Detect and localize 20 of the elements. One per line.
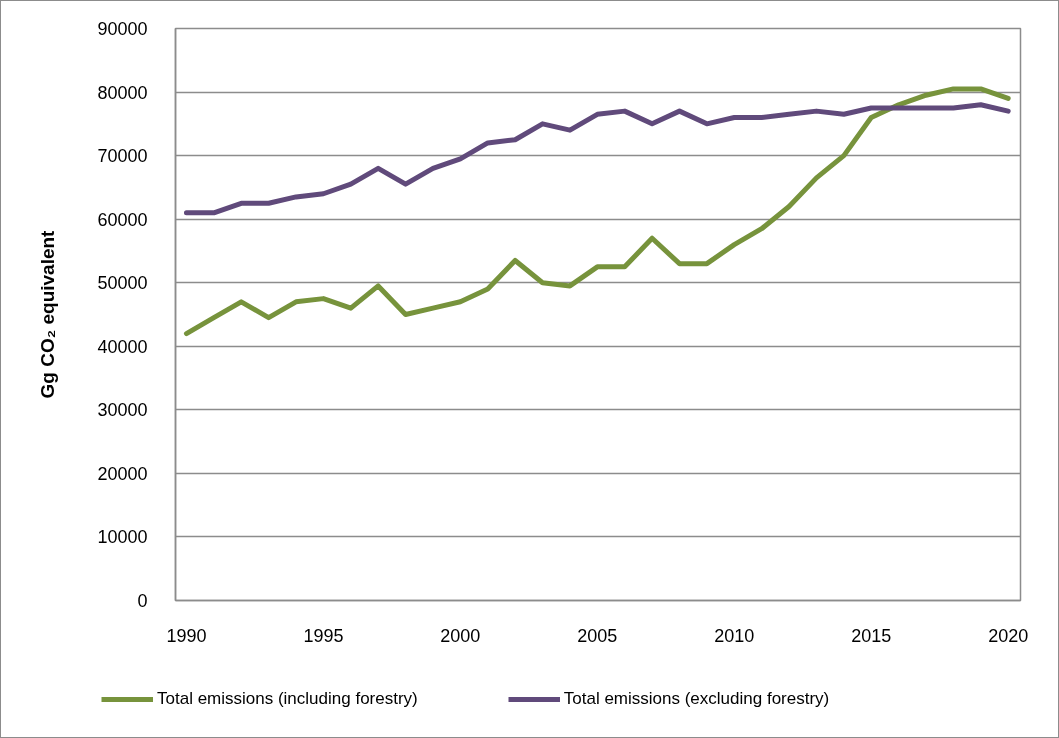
legend-label: Total emissions (excluding forestry) [563,689,830,709]
x-tick-label: 1990 [166,625,207,646]
y-tick-label: 40000 [97,336,148,357]
y-tick-label: 20000 [97,463,148,484]
x-tick-label: 2020 [988,625,1029,646]
x-tick-label: 2000 [440,625,481,646]
x-tick-label: 2015 [851,625,892,646]
y-tick-label: 10000 [97,527,148,548]
y-tick-label: 80000 [97,82,148,103]
x-tick-label: 2005 [577,625,618,646]
y-tick-label: 0 [137,591,148,611]
y-tick-label: 30000 [97,400,148,421]
y-tick-label: 60000 [97,209,148,230]
x-tick-label: 1995 [303,625,344,646]
y-tick-label: 50000 [97,273,148,294]
y-tick-label: 90000 [97,19,148,39]
y-axis-title: Gg CO₂ equivalent [37,229,59,399]
x-tick-label: 2010 [714,625,755,646]
y-tick-label: 70000 [97,146,148,167]
legend-label: Total emissions (including forestry) [157,689,418,709]
